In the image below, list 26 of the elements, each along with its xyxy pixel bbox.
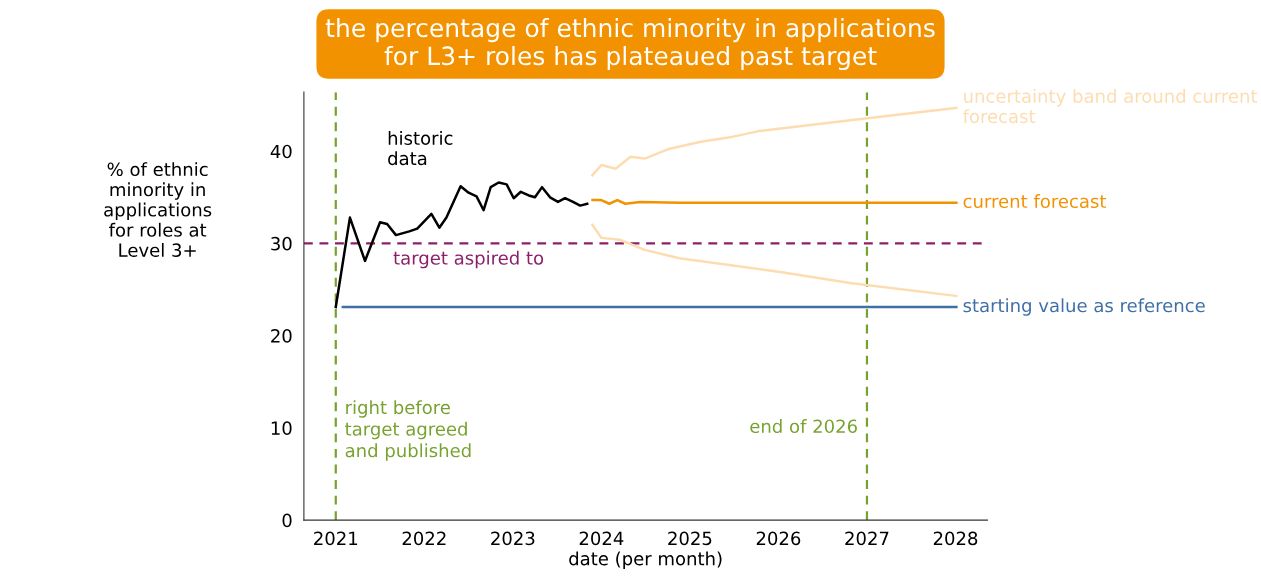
chart-title: the percentage of ethnic minority in applications for L3+ roles has plateaued past target: [325, 17, 935, 71]
series-label: current forecast: [963, 194, 1107, 209]
x-tick-label: 2027: [845, 531, 889, 546]
x-axis-title: date (per month): [569, 551, 722, 569]
x-tick-label: 2024: [579, 531, 624, 546]
ref-line-label: end of 2026: [750, 419, 857, 434]
x-tick-label: 2022: [402, 531, 446, 546]
y-tick-label: 40: [270, 144, 292, 159]
ref-line-label: right before target agreed and published: [345, 400, 471, 461]
x-tick-label: 2025: [668, 531, 712, 546]
line-series: [334, 181, 589, 309]
ref-line-label: target aspired to: [393, 250, 544, 269]
series-label: uncertainty band around current forecast: [962, 88, 1258, 124]
y-tick-label: 30: [271, 236, 292, 251]
series-label: historic data: [388, 131, 453, 166]
x-tick-label: 2021: [314, 531, 358, 546]
y-axis-title: % of ethnic minority in applications for roles at Level 3+: [104, 162, 212, 257]
line-series: [591, 106, 958, 177]
y-tick-label: 20: [271, 329, 292, 343]
x-tick-label: 2023: [491, 531, 535, 546]
x-tick-label: 2028: [933, 531, 978, 546]
line-series: [591, 223, 958, 298]
x-tick-label: 2026: [756, 531, 801, 546]
series-label: starting value as reference: [963, 298, 1205, 316]
y-tick-label: 0: [282, 513, 292, 528]
y-tick-label: 10: [271, 421, 292, 435]
